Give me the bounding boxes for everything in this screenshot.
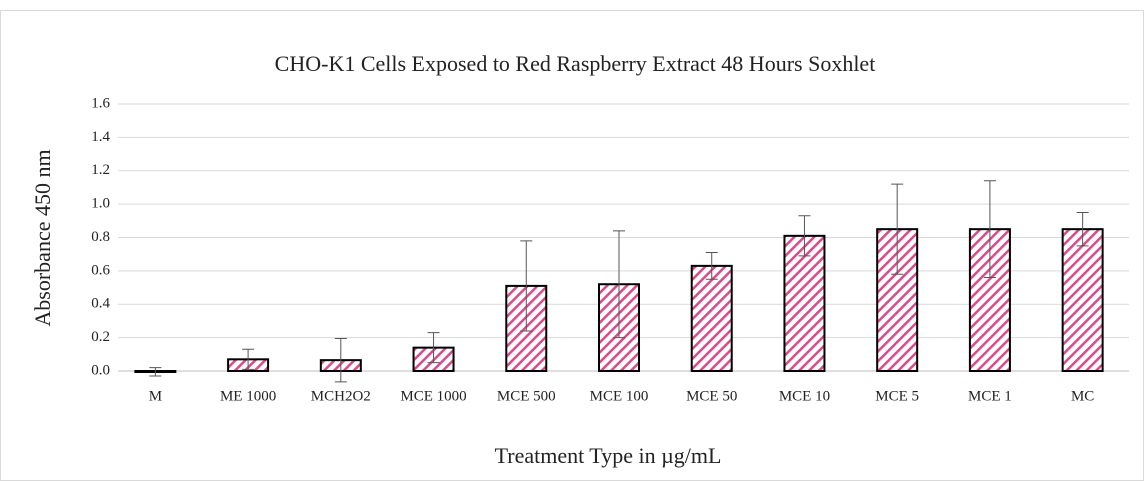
bar <box>783 234 826 372</box>
y-tick-label: 1.6 <box>91 95 110 111</box>
x-tick-label: MCE 5 <box>875 388 919 404</box>
error-bar <box>242 348 255 370</box>
y-tick-label: 1.4 <box>91 129 110 145</box>
error-bar <box>891 183 904 275</box>
bar <box>1061 228 1104 372</box>
error-bar <box>798 215 811 257</box>
error-bar <box>427 332 440 364</box>
x-tick-label: MC <box>1071 388 1094 404</box>
error-bar <box>1076 211 1089 247</box>
y-tick-label: 0.8 <box>91 229 110 245</box>
x-tick-label: M <box>149 388 162 404</box>
chart-title: CHO-K1 Cells Exposed to Red Raspberry Ex… <box>275 51 876 76</box>
x-tick-label: MCE 1000 <box>400 388 466 404</box>
x-tick-label: MCE 10 <box>779 388 830 404</box>
x-axis-label: Treatment Type in µg/mL <box>495 443 722 468</box>
x-tick-label: ME 1000 <box>220 388 276 404</box>
y-tick-label: 0.0 <box>91 362 110 378</box>
error-bar <box>520 240 533 332</box>
y-tick-label: 1.2 <box>91 162 110 178</box>
x-tick-label: MCE 500 <box>497 388 556 404</box>
y-axis-label: Absorbance 450 nm <box>30 149 55 326</box>
x-tick-label: MCE 50 <box>686 388 737 404</box>
error-bar <box>983 180 996 279</box>
error-bar <box>149 367 162 377</box>
y-tick-label: 0.6 <box>91 262 110 278</box>
error-bar <box>613 230 625 339</box>
y-tick-label: 1.0 <box>91 196 110 212</box>
chart-border <box>0 10 1144 481</box>
y-tick-label: 0.4 <box>91 296 110 312</box>
x-tick-label: MCH2O2 <box>311 388 371 404</box>
x-tick-label: MCE 100 <box>590 388 649 404</box>
error-bar <box>705 252 718 280</box>
y-tick-label: 0.2 <box>91 329 110 345</box>
bar <box>690 264 733 372</box>
error-bar <box>334 337 347 383</box>
x-tick-label: MCE 1 <box>968 388 1012 404</box>
